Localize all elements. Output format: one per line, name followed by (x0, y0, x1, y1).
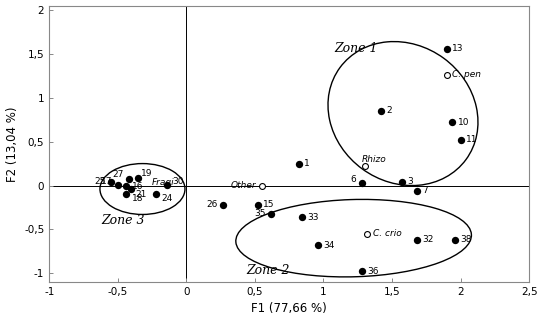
Point (106, 179, 115, 185)
Point (357, 180, 366, 186)
Text: 10: 10 (458, 118, 469, 127)
Text: 21: 21 (136, 190, 147, 199)
Text: 26: 26 (206, 200, 218, 209)
Text: 17: 17 (101, 178, 112, 187)
Text: 32: 32 (422, 235, 433, 244)
Point (152, 192, 161, 197)
Point (360, 164, 369, 169)
Text: 38: 38 (460, 235, 472, 244)
Text: 30: 30 (173, 178, 184, 187)
Text: 25: 25 (94, 178, 105, 187)
Text: 3: 3 (407, 178, 413, 187)
Point (113, 182, 122, 187)
Text: C. pen: C. pen (452, 70, 481, 80)
Point (267, 211, 276, 216)
Point (124, 177, 133, 182)
Point (219, 202, 228, 207)
Point (443, 46, 451, 51)
Point (257, 183, 266, 188)
Point (443, 72, 451, 77)
Text: 36: 36 (367, 267, 379, 276)
Text: Fragi: Fragi (152, 178, 175, 187)
Text: Other: Other (231, 181, 256, 190)
Text: 6: 6 (351, 175, 356, 184)
Text: 7: 7 (422, 186, 428, 195)
Point (297, 214, 306, 220)
Point (163, 182, 172, 187)
Text: 15: 15 (263, 200, 275, 209)
Point (377, 108, 386, 114)
Text: 34: 34 (324, 241, 335, 250)
Text: Zone 2: Zone 2 (247, 265, 290, 277)
Text: 11: 11 (466, 135, 477, 144)
Text: Zone 3: Zone 3 (102, 213, 145, 227)
Point (448, 120, 457, 125)
Point (134, 176, 143, 181)
Text: Rhizo: Rhizo (362, 155, 387, 164)
Text: 33: 33 (307, 213, 319, 221)
Point (397, 179, 406, 185)
Point (456, 137, 465, 143)
Point (127, 187, 136, 192)
Point (412, 188, 421, 193)
Point (253, 202, 262, 207)
Text: Zone 1: Zone 1 (334, 42, 378, 56)
Point (451, 237, 459, 242)
Y-axis label: F2 (13,04 %): F2 (13,04 %) (5, 106, 18, 182)
Text: C. crio: C. crio (373, 229, 402, 238)
Point (122, 192, 130, 197)
Text: 24: 24 (162, 194, 173, 203)
Point (314, 243, 323, 248)
Text: 13: 13 (452, 44, 464, 53)
X-axis label: F1 (77,66 %): F1 (77,66 %) (251, 302, 327, 316)
Text: 27: 27 (112, 169, 123, 178)
Point (357, 269, 366, 274)
Text: 18: 18 (131, 194, 143, 203)
Text: 2: 2 (387, 107, 392, 116)
Text: 35: 35 (254, 209, 266, 218)
Text: 16: 16 (131, 182, 143, 191)
Text: 1: 1 (304, 159, 310, 168)
Point (294, 161, 303, 166)
Point (412, 237, 421, 242)
Point (122, 184, 130, 189)
Text: 19: 19 (141, 169, 153, 178)
Point (363, 231, 371, 236)
